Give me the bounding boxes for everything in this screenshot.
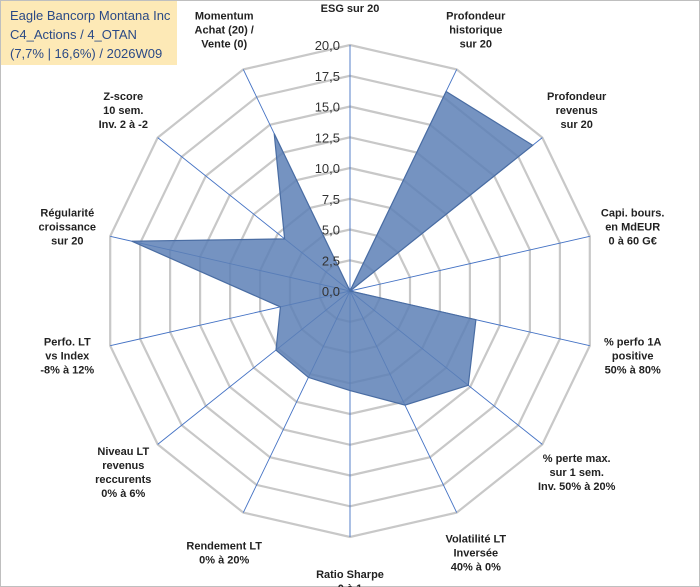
tick-label: 12,5 bbox=[315, 130, 340, 145]
radar-spoke bbox=[349, 235, 590, 292]
axis-label-line: Rendement LT bbox=[186, 540, 262, 552]
tick-label: 2,5 bbox=[322, 253, 340, 268]
axis-label-line: Achat (20) / bbox=[195, 25, 254, 37]
title-category: C4_Actions / 4_OTAN bbox=[10, 27, 137, 42]
axis-label: % perte max. sur 1 sem. Inv. 50% à 20% bbox=[538, 453, 616, 493]
axis-label-line: Note bbox=[338, 0, 362, 1]
axis-label-line: Ratio Sharpe bbox=[316, 569, 384, 581]
axis-label-line: croissance bbox=[39, 222, 96, 234]
axis-label: Volatilité LT Inversée 40% à 0% bbox=[445, 533, 506, 573]
axis-label-line: 50% à 80% bbox=[605, 365, 661, 377]
tick-label: 10,0 bbox=[315, 161, 340, 176]
axis-label-line: 0% à 20% bbox=[199, 554, 249, 566]
radial-tick-labels: 0,0 2,5 5,0 7,5 10,0 12,5 15,0 17,5 20,0 bbox=[315, 38, 340, 299]
tick-label: 0,0 bbox=[322, 284, 340, 299]
tick-label: 17,5 bbox=[315, 69, 340, 84]
tick-label: 20,0 bbox=[315, 38, 340, 53]
axis-label-line: Capi. bours. bbox=[601, 208, 665, 220]
axis-label-line: Inv. 50% à 20% bbox=[538, 481, 616, 493]
axis-label-line: revenus bbox=[556, 105, 598, 117]
tick-label: 7,5 bbox=[322, 192, 340, 207]
axis-label-line: Inversée bbox=[453, 547, 498, 559]
axis-label-line: Vente (0) bbox=[201, 39, 247, 51]
axis-label-line: Niveau LT bbox=[97, 446, 149, 458]
tick-label: 5,0 bbox=[322, 223, 340, 238]
axis-label-line: positive bbox=[612, 351, 654, 363]
axis-label: Niveau LT revenus reccurents 0% à 6% bbox=[95, 446, 151, 500]
axis-label-line: sur 20 bbox=[460, 39, 492, 51]
axis-label-line: 10 sem. bbox=[103, 105, 143, 117]
axis-label: Capi. bours. en MdEUR 0 à 60 G€ bbox=[601, 208, 665, 248]
axis-label-line: sur 20 bbox=[560, 119, 592, 131]
axis-label-line: 0 à 1 bbox=[338, 583, 362, 587]
axis-label-line: en MdEUR bbox=[605, 222, 660, 234]
axis-label-line: 0% à 6% bbox=[101, 488, 145, 500]
axis-label-line: ESG sur 20 bbox=[321, 3, 380, 15]
axis-label: Rendement LT 0% à 20% bbox=[186, 540, 262, 566]
axis-labels: Note ESG sur 20 Profondeur historique sur 20… bbox=[39, 0, 665, 587]
axis-label-line: 0 à 60 G€ bbox=[609, 236, 657, 248]
series-area bbox=[131, 90, 534, 406]
axis-label-line: Volatilité LT bbox=[445, 533, 506, 545]
axis-label-line: 40% à 0% bbox=[451, 561, 501, 573]
axis-label-line: Régularité bbox=[40, 208, 94, 220]
axis-label-line: reccurents bbox=[95, 474, 151, 486]
axis-label-line: Z-score bbox=[103, 91, 143, 103]
axis-label-line: sur 1 sem. bbox=[549, 467, 603, 479]
title-company: Eagle Bancorp Montana Inc bbox=[10, 8, 171, 23]
axis-label-line: revenus bbox=[102, 460, 144, 472]
title-stats: (7,7% | 16,6%) / 2026W09 bbox=[10, 46, 163, 61]
axis-label: Z-score 10 sem. Inv. 2 à -2 bbox=[99, 91, 148, 131]
axis-label: Profondeur historique sur 20 bbox=[446, 11, 506, 51]
axis-label-line: % perte max. bbox=[543, 453, 611, 465]
axis-label: Profondeur revenus sur 20 bbox=[547, 91, 607, 131]
axis-label-line: Momentum bbox=[195, 11, 254, 23]
axis-label-line: historique bbox=[449, 25, 502, 37]
axis-label-line: vs Index bbox=[45, 351, 90, 363]
axis-label-line: Profondeur bbox=[446, 11, 506, 23]
axis-label-line: sur 20 bbox=[51, 236, 83, 248]
axis-label-line: % perfo 1A bbox=[604, 337, 662, 349]
axis-label-line: Profondeur bbox=[547, 91, 607, 103]
axis-label-line: Inv. 2 à -2 bbox=[99, 119, 148, 131]
axis-label-line: Perfo. LT bbox=[44, 337, 91, 349]
axis-label: Régularité croissance sur 20 bbox=[39, 208, 96, 248]
radar-series bbox=[131, 90, 534, 406]
tick-label: 15,0 bbox=[315, 100, 340, 115]
axis-label: Ratio Sharpe 0 à 1 bbox=[316, 569, 384, 587]
chart-title-box: Eagle Bancorp Montana Inc C4_Actions / 4… bbox=[1, 1, 177, 65]
axis-label: Perfo. LT vs Index -8% à 12% bbox=[40, 337, 94, 377]
axis-label: Momentum Achat (20) / Vente (0) bbox=[195, 11, 254, 51]
axis-label: Note ESG sur 20 bbox=[321, 0, 380, 15]
axis-label-line: -8% à 12% bbox=[40, 365, 94, 377]
axis-label: % perfo 1A positive 50% à 80% bbox=[604, 337, 662, 377]
